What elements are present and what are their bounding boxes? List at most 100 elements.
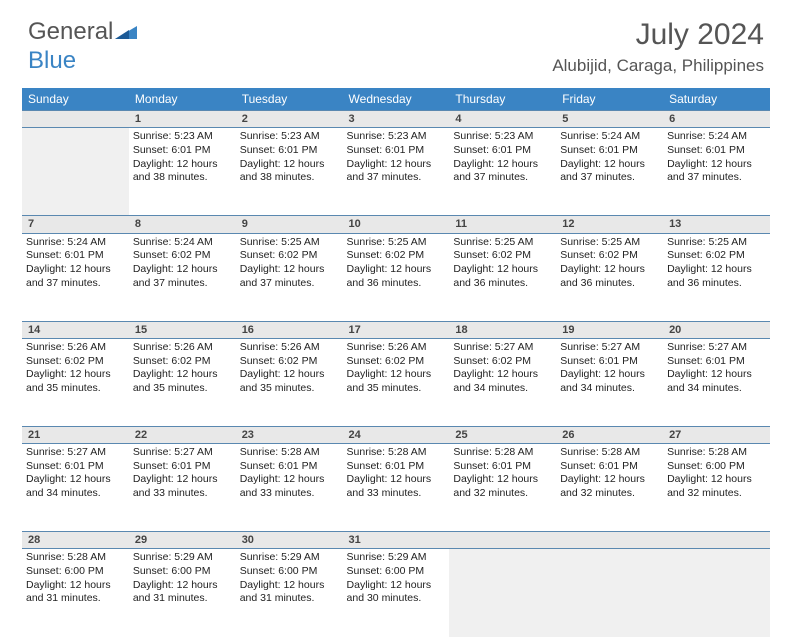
sunset-text: Sunset: 6:02 PM — [347, 355, 446, 369]
day-cell: Sunrise: 5:28 AMSunset: 6:00 PMDaylight:… — [663, 444, 770, 532]
day-cell: Sunrise: 5:24 AMSunset: 6:02 PMDaylight:… — [129, 233, 236, 321]
sunrise-text: Sunrise: 5:29 AM — [347, 551, 446, 565]
daylight-text: Daylight: 12 hours and 37 minutes. — [667, 158, 766, 185]
sunrise-text: Sunrise: 5:28 AM — [453, 446, 552, 460]
day-number-cell: 11 — [449, 216, 556, 233]
sunset-text: Sunset: 6:01 PM — [667, 144, 766, 158]
day-number-row: 78910111213 — [22, 216, 770, 233]
day-number-cell: 2 — [236, 111, 343, 128]
sunrise-text: Sunrise: 5:27 AM — [453, 341, 552, 355]
day-number-cell — [556, 532, 663, 549]
sunset-text: Sunset: 6:02 PM — [26, 355, 125, 369]
day-number-cell: 12 — [556, 216, 663, 233]
day-number-cell: 22 — [129, 426, 236, 443]
sunrise-text: Sunrise: 5:25 AM — [453, 236, 552, 250]
sunrise-text: Sunrise: 5:25 AM — [560, 236, 659, 250]
daylight-text: Daylight: 12 hours and 37 minutes. — [347, 158, 446, 185]
day-number-cell: 28 — [22, 532, 129, 549]
daylight-text: Daylight: 12 hours and 36 minutes. — [560, 263, 659, 290]
day-number-cell — [449, 532, 556, 549]
daylight-text: Daylight: 12 hours and 37 minutes. — [133, 263, 232, 290]
sunrise-text: Sunrise: 5:25 AM — [667, 236, 766, 250]
day-number-cell: 16 — [236, 321, 343, 338]
daylight-text: Daylight: 12 hours and 31 minutes. — [240, 579, 339, 606]
sunrise-text: Sunrise: 5:29 AM — [133, 551, 232, 565]
sunrise-text: Sunrise: 5:27 AM — [667, 341, 766, 355]
sunset-text: Sunset: 6:02 PM — [240, 249, 339, 263]
day-cell: Sunrise: 5:23 AMSunset: 6:01 PMDaylight:… — [236, 128, 343, 216]
sunrise-text: Sunrise: 5:27 AM — [133, 446, 232, 460]
day-cell: Sunrise: 5:24 AMSunset: 6:01 PMDaylight:… — [22, 233, 129, 321]
sunset-text: Sunset: 6:02 PM — [667, 249, 766, 263]
day-number-cell: 26 — [556, 426, 663, 443]
daylight-text: Daylight: 12 hours and 31 minutes. — [26, 579, 125, 606]
sunset-text: Sunset: 6:01 PM — [133, 460, 232, 474]
sunrise-text: Sunrise: 5:24 AM — [133, 236, 232, 250]
daylight-text: Daylight: 12 hours and 33 minutes. — [347, 473, 446, 500]
sunset-text: Sunset: 6:02 PM — [240, 355, 339, 369]
day-cell: Sunrise: 5:23 AMSunset: 6:01 PMDaylight:… — [343, 128, 450, 216]
daylight-text: Daylight: 12 hours and 37 minutes. — [240, 263, 339, 290]
sunrise-text: Sunrise: 5:28 AM — [347, 446, 446, 460]
sunrise-text: Sunrise: 5:27 AM — [26, 446, 125, 460]
day-number-cell: 27 — [663, 426, 770, 443]
day-cell: Sunrise: 5:28 AMSunset: 6:01 PMDaylight:… — [449, 444, 556, 532]
day-number-cell: 3 — [343, 111, 450, 128]
sunset-text: Sunset: 6:00 PM — [133, 565, 232, 579]
weekday-header: Friday — [556, 88, 663, 111]
daylight-text: Daylight: 12 hours and 33 minutes. — [133, 473, 232, 500]
daylight-text: Daylight: 12 hours and 34 minutes. — [26, 473, 125, 500]
daylight-text: Daylight: 12 hours and 34 minutes. — [560, 368, 659, 395]
day-cell: Sunrise: 5:28 AMSunset: 6:01 PMDaylight:… — [343, 444, 450, 532]
weekday-header: Wednesday — [343, 88, 450, 111]
sunset-text: Sunset: 6:00 PM — [667, 460, 766, 474]
daylight-text: Daylight: 12 hours and 37 minutes. — [453, 158, 552, 185]
sunset-text: Sunset: 6:01 PM — [240, 460, 339, 474]
sunset-text: Sunset: 6:00 PM — [347, 565, 446, 579]
sunset-text: Sunset: 6:01 PM — [560, 355, 659, 369]
day-cell: Sunrise: 5:26 AMSunset: 6:02 PMDaylight:… — [343, 338, 450, 426]
weekday-header: Sunday — [22, 88, 129, 111]
sunrise-text: Sunrise: 5:26 AM — [347, 341, 446, 355]
day-number-cell: 13 — [663, 216, 770, 233]
daylight-text: Daylight: 12 hours and 36 minutes. — [453, 263, 552, 290]
day-cell: Sunrise: 5:24 AMSunset: 6:01 PMDaylight:… — [556, 128, 663, 216]
day-cell: Sunrise: 5:28 AMSunset: 6:00 PMDaylight:… — [22, 549, 129, 637]
month-title: July 2024 — [552, 18, 764, 52]
sunset-text: Sunset: 6:02 PM — [133, 249, 232, 263]
day-cell: Sunrise: 5:27 AMSunset: 6:02 PMDaylight:… — [449, 338, 556, 426]
day-number-cell: 17 — [343, 321, 450, 338]
logo-icon — [115, 19, 137, 47]
day-number-cell: 9 — [236, 216, 343, 233]
day-cell: Sunrise: 5:29 AMSunset: 6:00 PMDaylight:… — [236, 549, 343, 637]
day-cell: Sunrise: 5:25 AMSunset: 6:02 PMDaylight:… — [236, 233, 343, 321]
day-number-row: 14151617181920 — [22, 321, 770, 338]
sunset-text: Sunset: 6:01 PM — [347, 460, 446, 474]
sunset-text: Sunset: 6:00 PM — [26, 565, 125, 579]
daylight-text: Daylight: 12 hours and 38 minutes. — [133, 158, 232, 185]
sunrise-text: Sunrise: 5:24 AM — [560, 130, 659, 144]
sunset-text: Sunset: 6:02 PM — [453, 355, 552, 369]
day-cell: Sunrise: 5:27 AMSunset: 6:01 PMDaylight:… — [22, 444, 129, 532]
day-number-row: 28293031 — [22, 532, 770, 549]
day-cell: Sunrise: 5:29 AMSunset: 6:00 PMDaylight:… — [129, 549, 236, 637]
day-cell: Sunrise: 5:26 AMSunset: 6:02 PMDaylight:… — [236, 338, 343, 426]
day-content-row: Sunrise: 5:28 AMSunset: 6:00 PMDaylight:… — [22, 549, 770, 637]
sunset-text: Sunset: 6:01 PM — [133, 144, 232, 158]
logo-text-2: Blue — [28, 47, 76, 74]
weekday-header: Tuesday — [236, 88, 343, 111]
sunrise-text: Sunrise: 5:26 AM — [133, 341, 232, 355]
day-cell: Sunrise: 5:27 AMSunset: 6:01 PMDaylight:… — [663, 338, 770, 426]
daylight-text: Daylight: 12 hours and 32 minutes. — [667, 473, 766, 500]
sunset-text: Sunset: 6:01 PM — [560, 460, 659, 474]
day-cell: Sunrise: 5:25 AMSunset: 6:02 PMDaylight:… — [343, 233, 450, 321]
daylight-text: Daylight: 12 hours and 35 minutes. — [240, 368, 339, 395]
day-cell: Sunrise: 5:24 AMSunset: 6:01 PMDaylight:… — [663, 128, 770, 216]
day-number-cell: 24 — [343, 426, 450, 443]
sunset-text: Sunset: 6:01 PM — [26, 249, 125, 263]
day-number-cell: 6 — [663, 111, 770, 128]
day-number-cell: 25 — [449, 426, 556, 443]
day-content-row: Sunrise: 5:23 AMSunset: 6:01 PMDaylight:… — [22, 128, 770, 216]
day-cell: Sunrise: 5:23 AMSunset: 6:01 PMDaylight:… — [449, 128, 556, 216]
day-cell — [22, 128, 129, 216]
